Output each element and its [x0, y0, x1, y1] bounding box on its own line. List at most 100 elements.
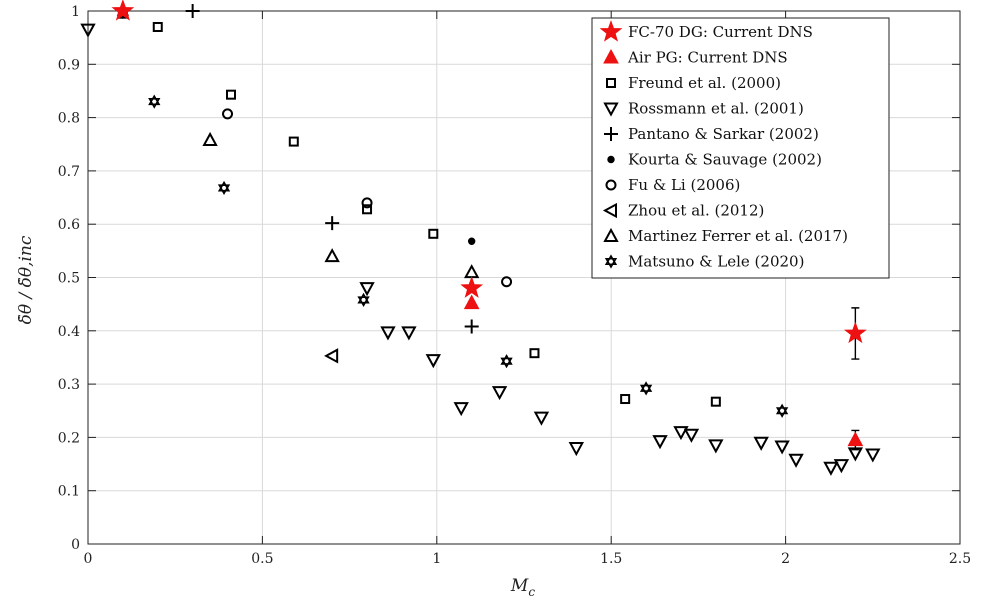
data-point: [148, 94, 161, 109]
data-point: [683, 428, 700, 443]
plot-frame: [87, 10, 961, 545]
legend-label: Air PG: Current DNS: [627, 49, 788, 67]
data-point: [774, 440, 790, 455]
data-point: [425, 354, 441, 369]
data-point: [529, 348, 540, 359]
x-tick-label: 0.5: [251, 551, 273, 567]
data-point: [80, 23, 96, 38]
data-point: [428, 228, 439, 239]
series-air-pg-current-dns: [463, 294, 864, 451]
data-point: [401, 326, 417, 341]
y-tick-label: 0.6: [58, 217, 80, 233]
data-point: [847, 431, 864, 447]
data-point: [202, 131, 218, 146]
legend-label: Martinez Ferrer et al. (2017): [628, 227, 848, 245]
data-point: [361, 197, 373, 209]
data-point: [491, 386, 508, 401]
legend-marker: [603, 102, 619, 117]
data-point: [710, 396, 721, 407]
data-point: [639, 381, 653, 396]
legend-marker: [603, 227, 619, 242]
data-point: [357, 292, 370, 307]
y-tick-label: 0.5: [58, 271, 80, 287]
x-tick-label: 2.5: [949, 551, 971, 567]
data-point: [453, 402, 469, 417]
series-kourta-sauvage-2002: [467, 237, 476, 245]
data-point: [222, 108, 234, 120]
data-point: [463, 294, 480, 310]
legend-label: Kourta & Sauvage (2002): [628, 151, 822, 169]
legend-item: Kourta & Sauvage (2002): [607, 151, 822, 169]
legend-label: Pantano & Sarkar (2002): [628, 125, 819, 143]
x-tick-label: 1.5: [600, 551, 622, 567]
data-point: [843, 321, 867, 344]
legend-item: Rossmann et al. (2001): [603, 100, 804, 118]
legend-label: Freund et al. (2000): [628, 74, 781, 92]
series-freund-et-al-2000: [117, 8, 721, 407]
series-fc-70-dg-current-dns: [111, 0, 867, 360]
data-point: [500, 354, 513, 369]
legend-item: FC-70 DG: Current DNS: [599, 20, 813, 42]
legend-marker: [607, 155, 615, 164]
data-point: [111, 0, 135, 21]
y-tick-label: 0.3: [58, 377, 80, 393]
data-point: [533, 411, 550, 426]
data-point: [185, 4, 200, 18]
y-tick-label: 0.9: [58, 57, 80, 73]
data-point: [325, 216, 340, 231]
data-point: [833, 459, 850, 474]
legend-label: Matsuno & Lele (2020): [628, 253, 804, 271]
data-point: [568, 442, 585, 457]
data-point: [823, 461, 839, 476]
y-tick-label: 0.4: [58, 324, 80, 340]
series-fu-li-2006: [222, 108, 513, 288]
legend-marker: [602, 202, 617, 219]
data-point: [152, 21, 163, 32]
data-point: [501, 276, 513, 288]
data-point: [620, 394, 631, 405]
markers: [80, 0, 881, 476]
data-point: [652, 435, 668, 450]
legend-item: Zhou et al. (2012): [602, 202, 764, 220]
legend: FC-70 DG: Current DNS Air PG: Current DNS…: [591, 17, 890, 279]
y-axis-label: δ̇θ / δ̇θ,inc: [16, 235, 36, 324]
x-tick-label: 0: [84, 551, 93, 567]
legend-label: Rossmann et al. (2001): [628, 100, 804, 118]
y-tick-label: 0.8: [58, 111, 80, 127]
series-rossmann-et-al-2001: [80, 23, 881, 476]
legend-marker: [604, 254, 618, 269]
legend-marker: [606, 78, 616, 88]
data-point: [288, 136, 299, 147]
legend-label: FC-70 DG: Current DNS: [628, 23, 813, 41]
data-point: [362, 204, 373, 215]
y-tick-label: 0.2: [58, 430, 80, 446]
data-point: [324, 248, 340, 263]
x-tick-label: 2: [781, 551, 790, 567]
legend-item: Freund et al. (2000): [606, 74, 781, 92]
legend-marker: [604, 127, 618, 141]
y-tick-label: 1: [71, 4, 80, 20]
x-axis-label-subscript: c: [528, 585, 535, 599]
legend-item: Pantano & Sarkar (2002): [604, 125, 819, 143]
legend-item: Fu & Li (2006): [605, 176, 740, 194]
legend-item: Air PG: Current DNS: [603, 49, 788, 67]
data-point: [673, 426, 689, 441]
data-point: [226, 89, 237, 100]
data-point: [865, 448, 881, 463]
series-zhou-et-al-2012: [324, 348, 339, 364]
x-axis-label: Mc: [510, 576, 535, 599]
x-tick-label: 1: [432, 551, 441, 567]
legend-item: Matsuno & Lele (2020): [604, 253, 804, 271]
data-point: [380, 326, 396, 341]
data-point: [464, 319, 479, 334]
legend-box: [591, 17, 890, 279]
data-point: [788, 453, 804, 468]
legend-label: Zhou et al. (2012): [628, 202, 764, 220]
data-point: [217, 180, 231, 196]
data-point: [324, 348, 339, 364]
y-tick-label: 0.1: [58, 484, 80, 500]
data-point: [359, 282, 375, 297]
data-point: [753, 436, 769, 451]
legend-item: Martinez Ferrer et al. (2017): [603, 227, 848, 245]
